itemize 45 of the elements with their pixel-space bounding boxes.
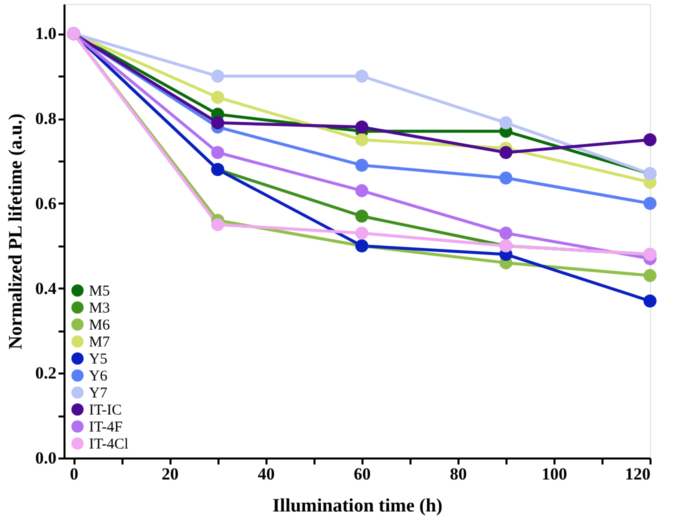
x-tick-label: 20 [162,464,179,484]
point [211,90,224,104]
legend-label: M6 [89,318,110,334]
x-tick-label: 0 [70,464,78,484]
point [211,70,224,83]
x-tick-label: 100 [542,464,568,484]
x-tick-label: 60 [354,464,371,484]
legend-label: IT-4F [89,420,123,436]
x-tick-label: 120 [625,464,650,484]
point [499,226,512,240]
y-tick-label: 0.0 [35,448,56,468]
point [355,70,368,83]
point [499,116,512,130]
legend-label: M5 [89,284,110,300]
legend-label: IT-IC [89,402,122,418]
y-tick-label: 0.8 [35,109,56,128]
legend-label: M3 [89,300,110,316]
legend-label: IT-4Cl [89,436,128,452]
x-tick-label: 40 [258,464,275,484]
point [643,133,657,146]
y-tick-label: 0.6 [35,194,56,213]
legend-label: M7 [89,334,110,350]
point [211,116,224,130]
point [643,196,657,210]
x-tick-label: 80 [450,464,467,484]
point [211,146,224,160]
point [643,269,657,282]
x-axis-title: Illumination time (h) [272,496,442,516]
y-tick-label: 1.0 [35,24,56,44]
point [643,294,657,308]
legend-label: Y7 [89,386,108,402]
point [211,218,224,232]
y-tick-label: 0.4 [35,278,57,298]
point [499,146,512,160]
y-tick-label: 0.2 [35,364,56,383]
point [355,120,368,134]
point [499,171,512,184]
point [355,226,368,240]
point [355,210,368,223]
point [355,158,368,172]
y-axis-title: Normalized PL lifetime (a.u.) [5,114,26,350]
legend-label: Y5 [89,352,108,368]
point [355,184,368,198]
point [355,133,368,146]
legend-label: Y6 [89,368,108,384]
